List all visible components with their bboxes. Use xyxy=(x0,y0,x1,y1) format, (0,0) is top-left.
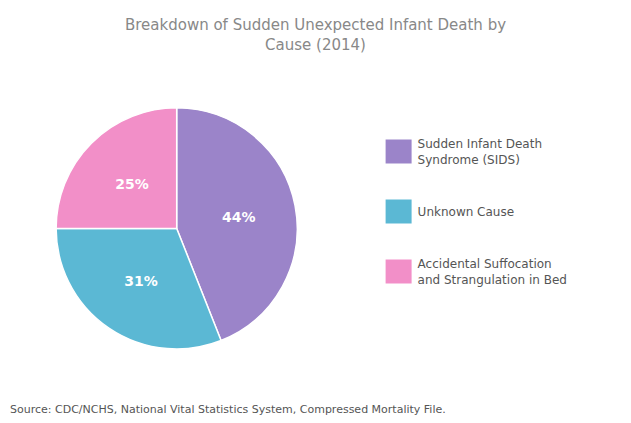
svg-text:Source: CDC/NCHS, National Vit: Source: CDC/NCHS, National Vital Statist… xyxy=(10,403,446,416)
svg-text:Syndrome (SIDS): Syndrome (SIDS) xyxy=(418,153,520,167)
svg-text:Cause (2014): Cause (2014) xyxy=(265,36,366,54)
svg-text:Unknown Cause: Unknown Cause xyxy=(418,205,514,219)
svg-text:Accidental Suffocation: Accidental Suffocation xyxy=(418,257,552,271)
svg-text:and Strangulation in Bed: and Strangulation in Bed xyxy=(418,273,567,287)
svg-text:Breakdown of Sudden Unexpected: Breakdown of Sudden Unexpected Infant De… xyxy=(125,16,506,34)
svg-text:44%: 44% xyxy=(222,209,256,225)
svg-text:25%: 25% xyxy=(115,176,149,192)
svg-text:31%: 31% xyxy=(124,273,158,289)
svg-text:Sudden Infant Death: Sudden Infant Death xyxy=(418,137,542,151)
